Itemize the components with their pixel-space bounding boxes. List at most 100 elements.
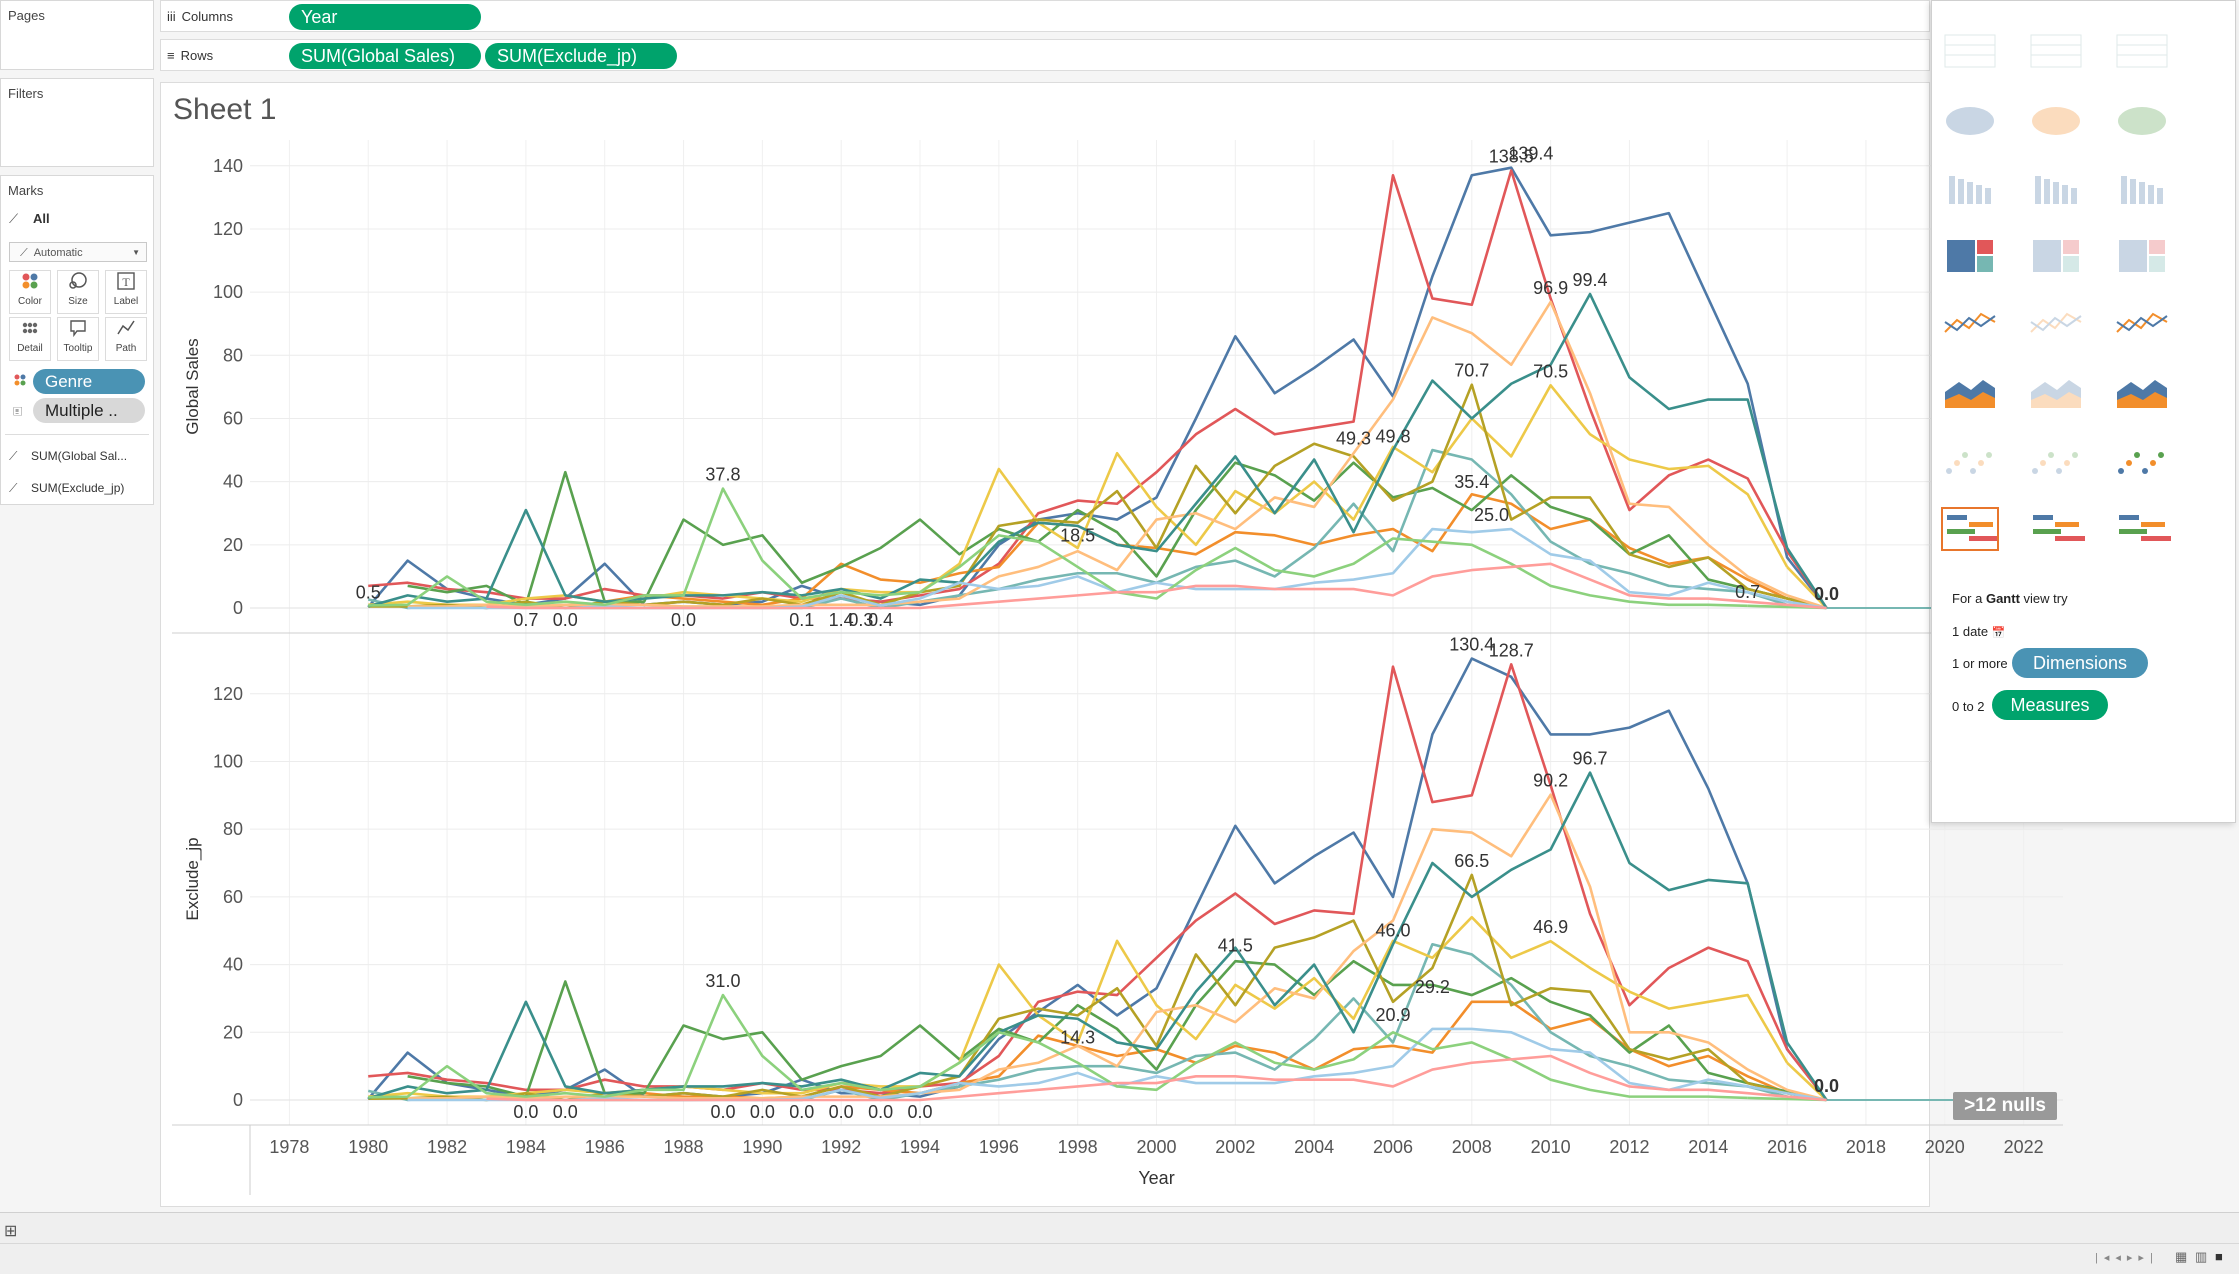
chart-type-thumb[interactable] — [2027, 166, 2085, 210]
data-label: 0.0 — [513, 1102, 538, 1122]
chart-type-thumb[interactable] — [1941, 302, 1999, 346]
filmstrip-view-icon[interactable]: ▥ — [2195, 1249, 2208, 1264]
chart-type-thumb[interactable] — [2113, 439, 2171, 483]
y-tick-label: 120 — [213, 684, 243, 704]
chart-type-thumb[interactable] — [2027, 29, 2085, 73]
detail-button[interactable]: Detail — [9, 317, 51, 361]
measure-row-global-label: SUM(Global Sal... — [31, 449, 128, 463]
sorter-view-icon[interactable]: ▦ — [2175, 1249, 2188, 1264]
x-tick-label: 1990 — [742, 1137, 782, 1157]
series-line[interactable] — [368, 663, 1789, 1095]
y-tick-label: 0 — [233, 598, 243, 618]
data-label: 46.9 — [1533, 917, 1568, 937]
path-button[interactable]: Path — [105, 317, 147, 361]
data-label: 138.5 — [1489, 147, 1534, 167]
chart-type-thumb[interactable] — [1941, 370, 1999, 414]
tabs-view-icon[interactable]: ■ — [2215, 1249, 2223, 1264]
chart-type-thumb[interactable] — [1941, 99, 1999, 143]
columns-shelf[interactable]: iii Columns Year — [160, 0, 1930, 32]
chart-type-thumb[interactable] — [1941, 507, 2001, 551]
pages-panel[interactable]: Pages — [0, 0, 154, 70]
size-button[interactable]: Size — [57, 270, 99, 314]
rows-shelf[interactable]: ≡ Rows SUM(Global Sales) SUM(Exclude_jp) — [160, 39, 1930, 71]
series-line[interactable] — [368, 993, 1748, 1100]
data-label: 70.7 — [1454, 361, 1489, 381]
series-line[interactable] — [367, 292, 1789, 608]
series-line[interactable] — [368, 169, 1789, 603]
sheet-nav-arrows[interactable]: |◂◂▸▸| — [2095, 1252, 2159, 1264]
chart-type-thumb[interactable] — [2027, 507, 2087, 551]
series-line-end — [1787, 603, 1827, 610]
data-label: 0.0 — [868, 1102, 893, 1122]
chart-type-thumb[interactable] — [1941, 166, 1999, 210]
series-line[interactable] — [367, 166, 1828, 609]
y-axis-title: Global Sales — [183, 338, 202, 434]
series-line[interactable] — [367, 771, 1789, 1100]
marks-all-tab[interactable]: ⟋ All — [9, 211, 50, 227]
series-line[interactable] — [407, 1027, 1788, 1102]
data-label: 0.7 — [513, 610, 538, 630]
y-tick-label: 0 — [233, 1090, 243, 1110]
data-label: 0.0 — [671, 610, 696, 630]
x-tick-label: 2000 — [1136, 1137, 1176, 1157]
chart-type-thumb[interactable] — [2027, 439, 2085, 483]
measure-row-exjp-label: SUM(Exclude_jp) — [31, 481, 125, 495]
chart-type-thumb[interactable] — [2027, 370, 2085, 414]
chart-type-thumb[interactable] — [2027, 302, 2085, 346]
label-button[interactable]: T Label — [105, 270, 147, 314]
chart-type-thumb[interactable] — [2113, 29, 2171, 73]
x-tick-label: 2008 — [1452, 1137, 1492, 1157]
x-tick-label: 1998 — [1058, 1137, 1098, 1157]
series-line[interactable] — [407, 461, 1748, 607]
data-label: 0.0 — [1814, 1076, 1839, 1096]
y-tick-label: 60 — [223, 887, 243, 907]
chart-type-thumb[interactable] — [2113, 302, 2171, 346]
series-line[interactable] — [486, 1054, 1788, 1102]
series-line[interactable] — [407, 527, 1788, 610]
genre-color-pill[interactable]: Genre — [33, 369, 145, 394]
gantt-hint-suffix: view try — [2019, 591, 2068, 606]
chart-type-thumb[interactable] — [2027, 99, 2085, 143]
y-tick-label: 80 — [223, 819, 243, 839]
chart-type-thumb[interactable] — [2113, 234, 2171, 278]
mark-type-dropdown[interactable]: ⟋ Automatic ▼ — [9, 242, 147, 262]
new-sheet-icon[interactable]: ⊞ — [4, 1223, 18, 1240]
color-button[interactable]: Color — [9, 270, 51, 314]
series-line[interactable] — [407, 793, 1788, 1100]
chart-type-thumb[interactable] — [1941, 439, 1999, 483]
year-column-pill[interactable]: Year — [289, 4, 481, 30]
measure-row-exjp[interactable]: ⟋ SUM(Exclude_jp) — [9, 481, 124, 496]
x-axis-title: Year — [1138, 1168, 1174, 1188]
tooltip-button[interactable]: Tooltip — [57, 317, 99, 361]
series-line[interactable] — [407, 300, 1788, 608]
data-label: 41.5 — [1218, 936, 1253, 956]
multiple-label-pill[interactable]: Multiple .. — [33, 398, 145, 423]
measure-row-global[interactable]: ⟋ SUM(Global Sal... — [9, 449, 127, 464]
x-tick-label: 1980 — [348, 1137, 388, 1157]
chevron-down-icon: ▼ — [132, 248, 140, 257]
data-label: 49.8 — [1375, 427, 1410, 447]
chart-type-thumb[interactable] — [2113, 166, 2171, 210]
size-button-label: Size — [68, 296, 88, 307]
size-icon — [58, 271, 98, 296]
exclude-jp-row-pill[interactable]: SUM(Exclude_jp) — [485, 43, 677, 69]
data-label: 18.5 — [1060, 526, 1095, 546]
chart-type-thumb[interactable] — [2113, 507, 2173, 551]
chart-type-thumb[interactable] — [1941, 234, 1999, 278]
req-dimensions: 1 or more — [1952, 656, 2008, 671]
x-tick-label: 2016 — [1767, 1137, 1807, 1157]
chart-type-thumb[interactable] — [2113, 99, 2171, 143]
color-icon — [10, 271, 50, 296]
data-label: 0.1 — [789, 610, 814, 630]
chart-type-thumb[interactable] — [2113, 370, 2171, 414]
x-tick-label: 2018 — [1846, 1137, 1886, 1157]
series-line[interactable] — [367, 657, 1828, 1101]
global-sales-row-pill[interactable]: SUM(Global Sales) — [289, 43, 481, 69]
null-indicator[interactable]: >12 nulls — [1953, 1092, 2057, 1120]
data-label: 0.0 — [553, 1102, 578, 1122]
chart-type-thumb[interactable] — [1941, 29, 1999, 73]
chart-type-thumb[interactable] — [2027, 234, 2085, 278]
filters-panel[interactable]: Filters — [0, 78, 154, 167]
series-line[interactable] — [486, 562, 1788, 610]
